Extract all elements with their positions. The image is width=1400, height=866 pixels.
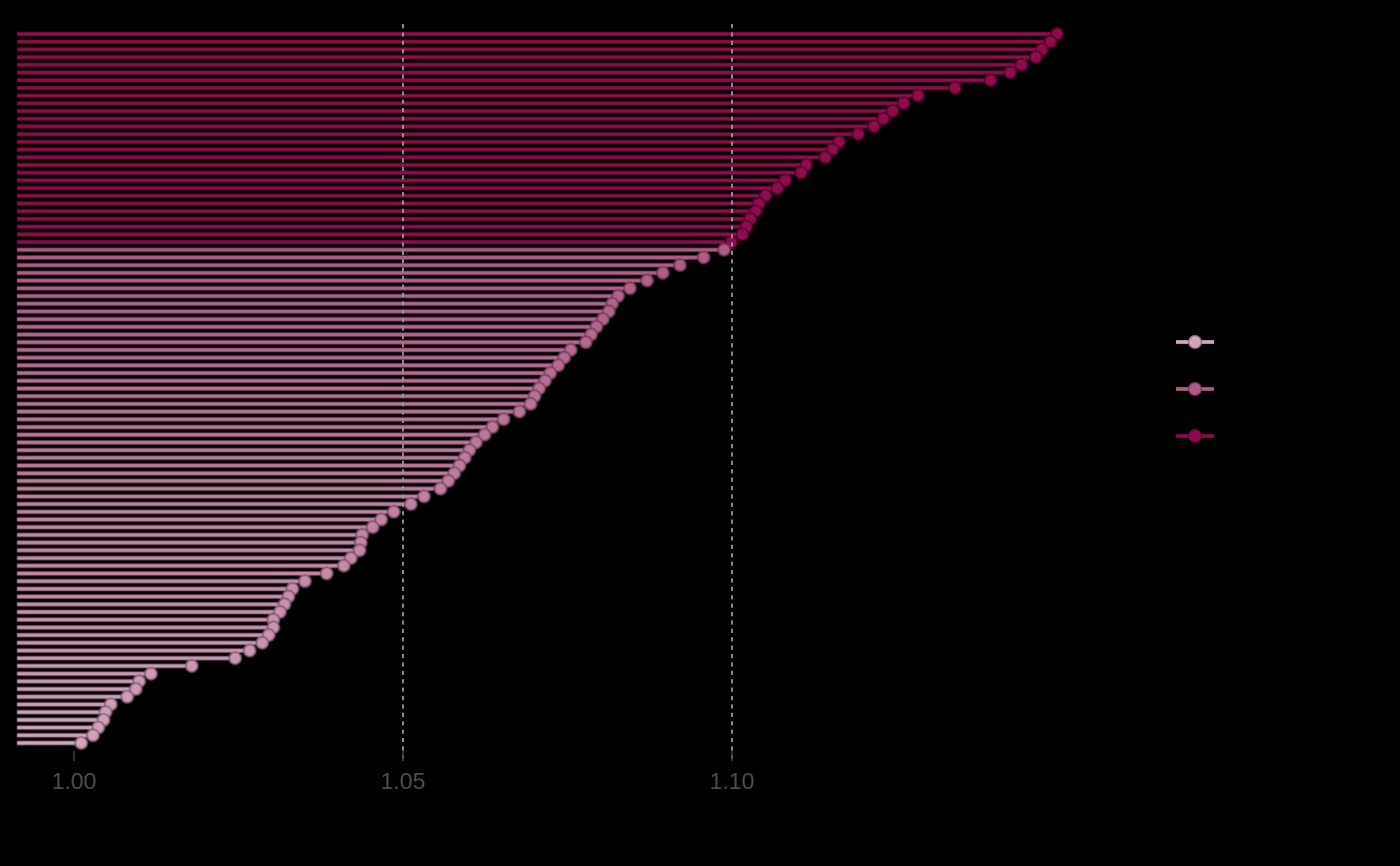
svg-text:1.10: 1.10 xyxy=(710,768,755,794)
svg-text:1.05: 1.05 xyxy=(381,768,426,794)
svg-text:1.00: 1.00 xyxy=(52,768,97,794)
